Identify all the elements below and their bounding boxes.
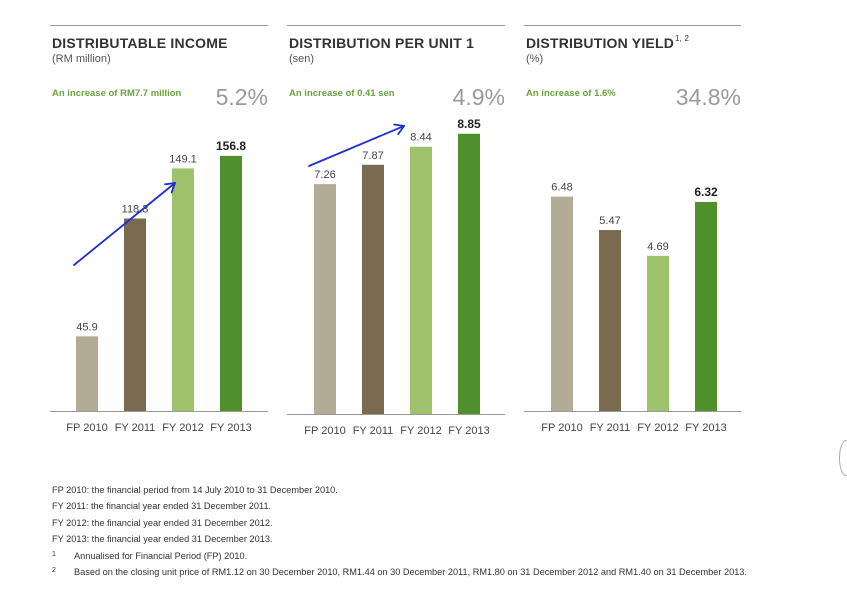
bar (362, 164, 384, 414)
footnote-text: Based on the closing unit price of RM1.1… (74, 566, 747, 577)
bar-chart: 45.9 FP 2010 118.3 FY 2011 149.1 FY 2012 156.8… (50, 139, 268, 434)
data-label: 5.47 (599, 215, 620, 227)
category-tick-label: FY 2012 (400, 425, 441, 437)
chart-title: DISTRIBUTABLE INCOME (52, 35, 228, 51)
category-tick-label: FY 2013 (685, 422, 726, 434)
category-tick-label: FY 2012 (162, 422, 203, 434)
note-line: FP 2010: the financial period from 14 Ju… (52, 485, 338, 495)
bar (410, 146, 432, 414)
note-line: FY 2012: the financial year ended 31 Dec… (52, 517, 273, 528)
bar-chart: 6.48 FP 2010 5.47 FY 2011 4.69 FY 2012 6.32 FY … (524, 182, 741, 434)
bar (314, 184, 336, 414)
footnote-mark: 1 (52, 550, 56, 558)
note-line: FY 2013: the financial year ended 31 Dec… (52, 534, 273, 545)
category-tick-label: FY 2011 (353, 425, 394, 437)
data-label: 6.32 (694, 185, 718, 199)
category-tick-label: FP 2010 (304, 425, 345, 437)
data-label: 7.87 (362, 150, 383, 162)
chart-title: DISTRIBUTION YIELD1, 2 (526, 34, 690, 51)
note-line: FY 2011: the financial year ended 31 Dec… (52, 501, 272, 512)
chart-unit: (sen) (289, 53, 315, 65)
data-label: 118.3 (122, 204, 149, 216)
chart-notes: FP 2010: the financial period from 14 Ju… (52, 485, 747, 583)
footnote-line: 1 Annualised for Financial Period (FP) 20… (52, 551, 747, 567)
upward-arrow-icon (308, 123, 405, 167)
data-label: 45.9 (76, 321, 97, 333)
panel-top-rule (287, 25, 505, 26)
category-tick-label: FP 2010 (66, 422, 107, 434)
category-tick-label: FY 2013 (210, 422, 251, 434)
data-label: 8.85 (457, 117, 481, 131)
bar (647, 255, 669, 411)
distribution-per-unit-panel: DISTRIBUTION PER UNIT 1 (sen) An increas… (287, 0, 505, 440)
increase-text: An increase of 1.6% (526, 88, 616, 99)
distributable-income-panel: DISTRIBUTABLE INCOME (RM million) An inc… (50, 0, 268, 440)
change-percentage: 5.2% (215, 84, 268, 110)
data-label: 149.1 (169, 153, 197, 165)
footnote-text: Annualised for Financial Period (FP) 201… (74, 550, 248, 561)
bar (124, 218, 146, 411)
bar (220, 155, 242, 411)
bar (172, 168, 194, 411)
data-label: 4.69 (647, 241, 668, 253)
bar (695, 201, 717, 411)
distribution-yield-panel: DISTRIBUTION YIELD1, 2 (%) An increase o… (524, 0, 741, 440)
chart-unit: (RM million) (52, 53, 111, 65)
increase-text: An increase of RM7.7 million (52, 88, 182, 99)
change-percentage: 4.9% (452, 84, 505, 110)
chart-title: DISTRIBUTION PER UNIT 1 (289, 35, 475, 51)
footnote-line: 2 Based on the closing unit price of RM1.… (52, 567, 747, 583)
data-label: 7.26 (314, 169, 335, 181)
category-tick-label: FY 2011 (115, 422, 156, 434)
category-tick-label: FY 2013 (448, 425, 489, 437)
bar (76, 336, 98, 411)
panel-top-rule (524, 25, 741, 26)
upward-arrow-icon (73, 182, 176, 266)
category-tick-label: FY 2012 (637, 422, 678, 434)
data-label: 8.44 (410, 132, 431, 144)
increase-text: An increase of 0.41 sen (289, 88, 395, 99)
bar (458, 133, 480, 414)
category-tick-label: FY 2011 (590, 422, 631, 434)
panel-top-rule (50, 25, 268, 26)
bar (599, 230, 621, 411)
bar (551, 196, 573, 411)
bar-chart: 7.26 FP 2010 7.87 FY 2011 8.44 FY 2012 8.85 FY … (287, 117, 505, 437)
footnote-mark: 2 (52, 566, 56, 574)
chart-unit: (%) (526, 53, 544, 65)
edge-handle-icon (839, 440, 847, 476)
change-percentage: 34.8% (675, 84, 741, 110)
data-label: 156.8 (216, 139, 246, 153)
data-label: 6.48 (551, 182, 572, 194)
category-tick-label: FP 2010 (541, 422, 582, 434)
